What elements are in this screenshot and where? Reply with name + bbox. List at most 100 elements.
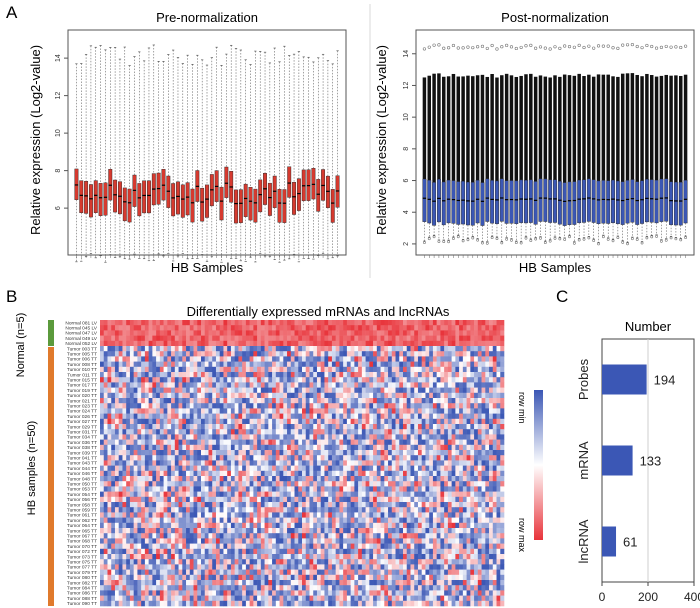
heatmap-cell [462, 372, 467, 378]
heatmap-cell [421, 366, 426, 373]
heatmap-cell [462, 455, 467, 461]
heatmap-cell [163, 444, 168, 451]
heatmap-cell [335, 512, 340, 518]
row-label: Tumor 073 TT [67, 554, 97, 560]
heatmap-cell [481, 372, 486, 378]
heatmap-cell [481, 424, 486, 430]
heatmap-cell [354, 424, 359, 430]
heatmap-cell [365, 418, 370, 425]
heatmap-cell [279, 444, 284, 451]
heatmap-cell [182, 392, 187, 399]
heatmap-cell [178, 450, 183, 456]
heatmap-cell [152, 486, 157, 492]
heatmap-cell [324, 340, 329, 347]
heatmap-cell [189, 361, 194, 368]
heatmap-cell [376, 377, 381, 383]
heatmap-cell [141, 486, 146, 492]
heatmap-cell [107, 481, 112, 487]
heatmap-cell [298, 392, 303, 399]
heatmap-cell [272, 470, 277, 477]
heatmap-cell [144, 465, 149, 472]
heatmap-cell [485, 470, 490, 477]
heatmap-cell [358, 340, 363, 347]
heatmap-cell [313, 439, 318, 446]
heatmap-cell [496, 502, 501, 508]
heatmap-cell [365, 361, 370, 368]
heatmap-cell [186, 372, 191, 378]
heatmap-cell [298, 398, 303, 404]
heatmap-cell [193, 502, 198, 508]
heatmap-cell [111, 377, 116, 383]
heatmap-cell [290, 481, 295, 487]
heatmap-cell [414, 320, 419, 326]
heatmap-cell [272, 403, 277, 409]
heatmap-cell [339, 512, 344, 518]
heatmap-cell [264, 320, 269, 326]
heatmap-cell [444, 413, 449, 420]
outlier-point [563, 44, 567, 48]
heatmap-cell [489, 398, 494, 404]
heatmap-cell [219, 382, 224, 388]
heatmap-cell [354, 486, 359, 492]
heatmap-cell [459, 481, 464, 487]
heatmap-cell [260, 481, 265, 487]
box [127, 188, 132, 223]
heatmap-cell [335, 439, 340, 446]
heatmap-cell [320, 366, 325, 373]
heatmap-cell [417, 455, 423, 461]
heatmap-cell [406, 470, 411, 477]
heatmap-cell [290, 320, 295, 326]
heatmap-cell [174, 496, 179, 503]
heatmap-cell [466, 481, 471, 487]
heatmap-cell [489, 481, 494, 487]
heatmap-cell [156, 429, 161, 435]
heatmap-cell [178, 408, 183, 414]
heatmap-cell [275, 512, 280, 518]
heatmap-cell [500, 444, 505, 451]
heatmap-cell [440, 429, 445, 435]
heatmap-cell [444, 398, 449, 404]
heatmap-cell [100, 356, 105, 362]
heatmap-cell [279, 496, 284, 503]
heatmap-cell [287, 356, 292, 362]
heatmap-cell [421, 325, 426, 331]
heatmap-cell [328, 465, 333, 472]
heatmap-cell [111, 413, 116, 420]
heatmap-cell [414, 387, 419, 394]
heatmap-cell [328, 450, 333, 456]
heatmap-cell [264, 455, 269, 461]
heatmap-cell [500, 403, 505, 409]
heatmap-cell [500, 491, 505, 498]
heatmap-cell [137, 356, 142, 362]
heatmap-cell [474, 418, 479, 425]
heatmap-cell [474, 366, 479, 373]
heatmap-cell [133, 366, 138, 373]
heatmap-cell [287, 330, 292, 336]
heatmap-cell [455, 387, 460, 394]
heatmap-cell [167, 512, 172, 518]
heatmap-cell [459, 507, 464, 513]
heatmap-cell [320, 481, 325, 487]
heatmap-cell [384, 486, 389, 492]
heatmap-cell [346, 377, 351, 383]
heatmap-cell [410, 455, 415, 461]
heatmap-cell [133, 335, 138, 342]
heatmap-cell [451, 502, 456, 508]
heatmap-cell [350, 398, 355, 404]
heatmap-cell [230, 377, 235, 383]
heatmap-cell [294, 455, 299, 461]
heatmap-cell [272, 382, 277, 388]
heatmap-cell [384, 346, 389, 352]
heatmap-cell [152, 392, 157, 399]
heatmap-cell [290, 434, 295, 440]
heatmap-cell [182, 491, 187, 498]
box [485, 178, 490, 222]
heatmap-cell [223, 496, 228, 503]
heatmap-cell [425, 460, 430, 466]
box [234, 189, 238, 224]
heatmap-cell [174, 361, 179, 368]
heatmap-cell [137, 346, 142, 352]
heatmap-cell [350, 418, 355, 425]
heatmap-cell [477, 408, 482, 414]
heatmap-cell [159, 392, 164, 399]
